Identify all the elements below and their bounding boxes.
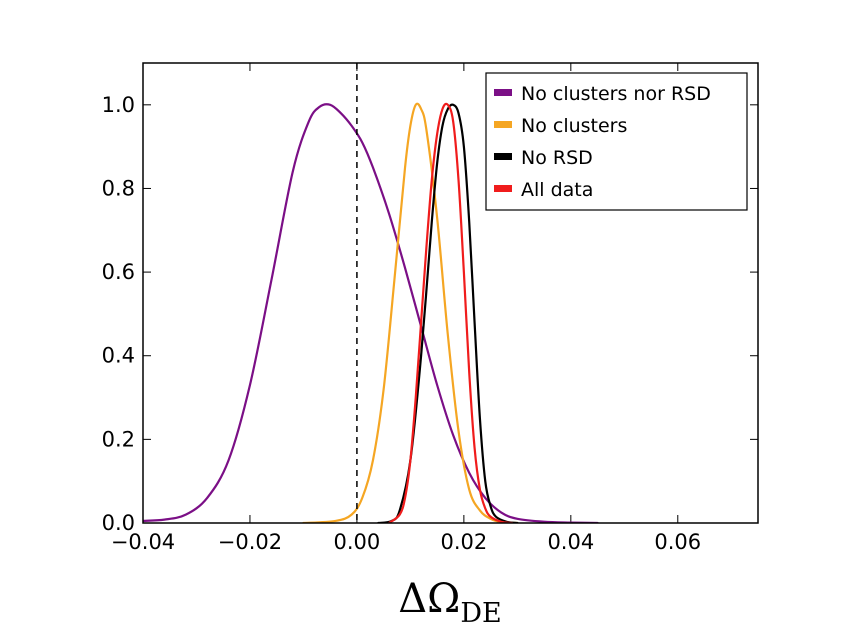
legend: No clusters nor RSD No clusters No RSD All …	[485, 72, 748, 211]
series-line-all-data	[387, 102, 514, 523]
legend-label-no-clusters: No clusters	[521, 115, 627, 137]
x-axis-label-main: ΔΩ	[398, 576, 460, 622]
y-tick-label: 0.2	[102, 427, 135, 451]
series-line-no-clusters	[302, 102, 519, 523]
legend-label-no-rsd: No RSD	[521, 147, 593, 169]
x-tick-label: −0.02	[218, 530, 282, 554]
y-tick-label: 0.6	[102, 260, 135, 284]
legend-swatch-all-data	[494, 185, 512, 192]
y-tick-label: 0.4	[102, 344, 135, 368]
legend-label-no-clusters-nor-rsd: No clusters nor RSD	[521, 83, 711, 105]
x-axis-label: ΔΩDE	[398, 576, 501, 629]
y-tick-label: 1.0	[102, 93, 135, 117]
series-line-no-clusters-nor-rsd	[143, 103, 599, 523]
plot-frame	[142, 62, 759, 524]
x-tick-label: 0.00	[334, 530, 381, 554]
legend-box	[485, 72, 748, 211]
x-axis-label-sub: DE	[460, 598, 501, 629]
x-tick-label: −0.04	[111, 530, 175, 554]
legend-label-all-data: All data	[521, 179, 593, 201]
x-tick-label: 0.02	[440, 530, 487, 554]
series-layer	[143, 102, 599, 523]
legend-swatch-no-clusters-nor-rsd	[494, 89, 512, 96]
y-tick-label: 0.0	[102, 511, 135, 535]
x-tick-label: 0.06	[654, 530, 701, 554]
y-tick-label: 0.8	[102, 176, 135, 200]
legend-swatch-no-clusters	[494, 121, 512, 128]
legend-swatch-no-rsd	[494, 153, 512, 160]
tick-labels-layer: −0.04 −0.02 0.00 0.02 0.04 0.06 0.0 0.2 0.4 0.6 0.…	[102, 93, 702, 554]
x-tick-label: 0.04	[547, 530, 594, 554]
